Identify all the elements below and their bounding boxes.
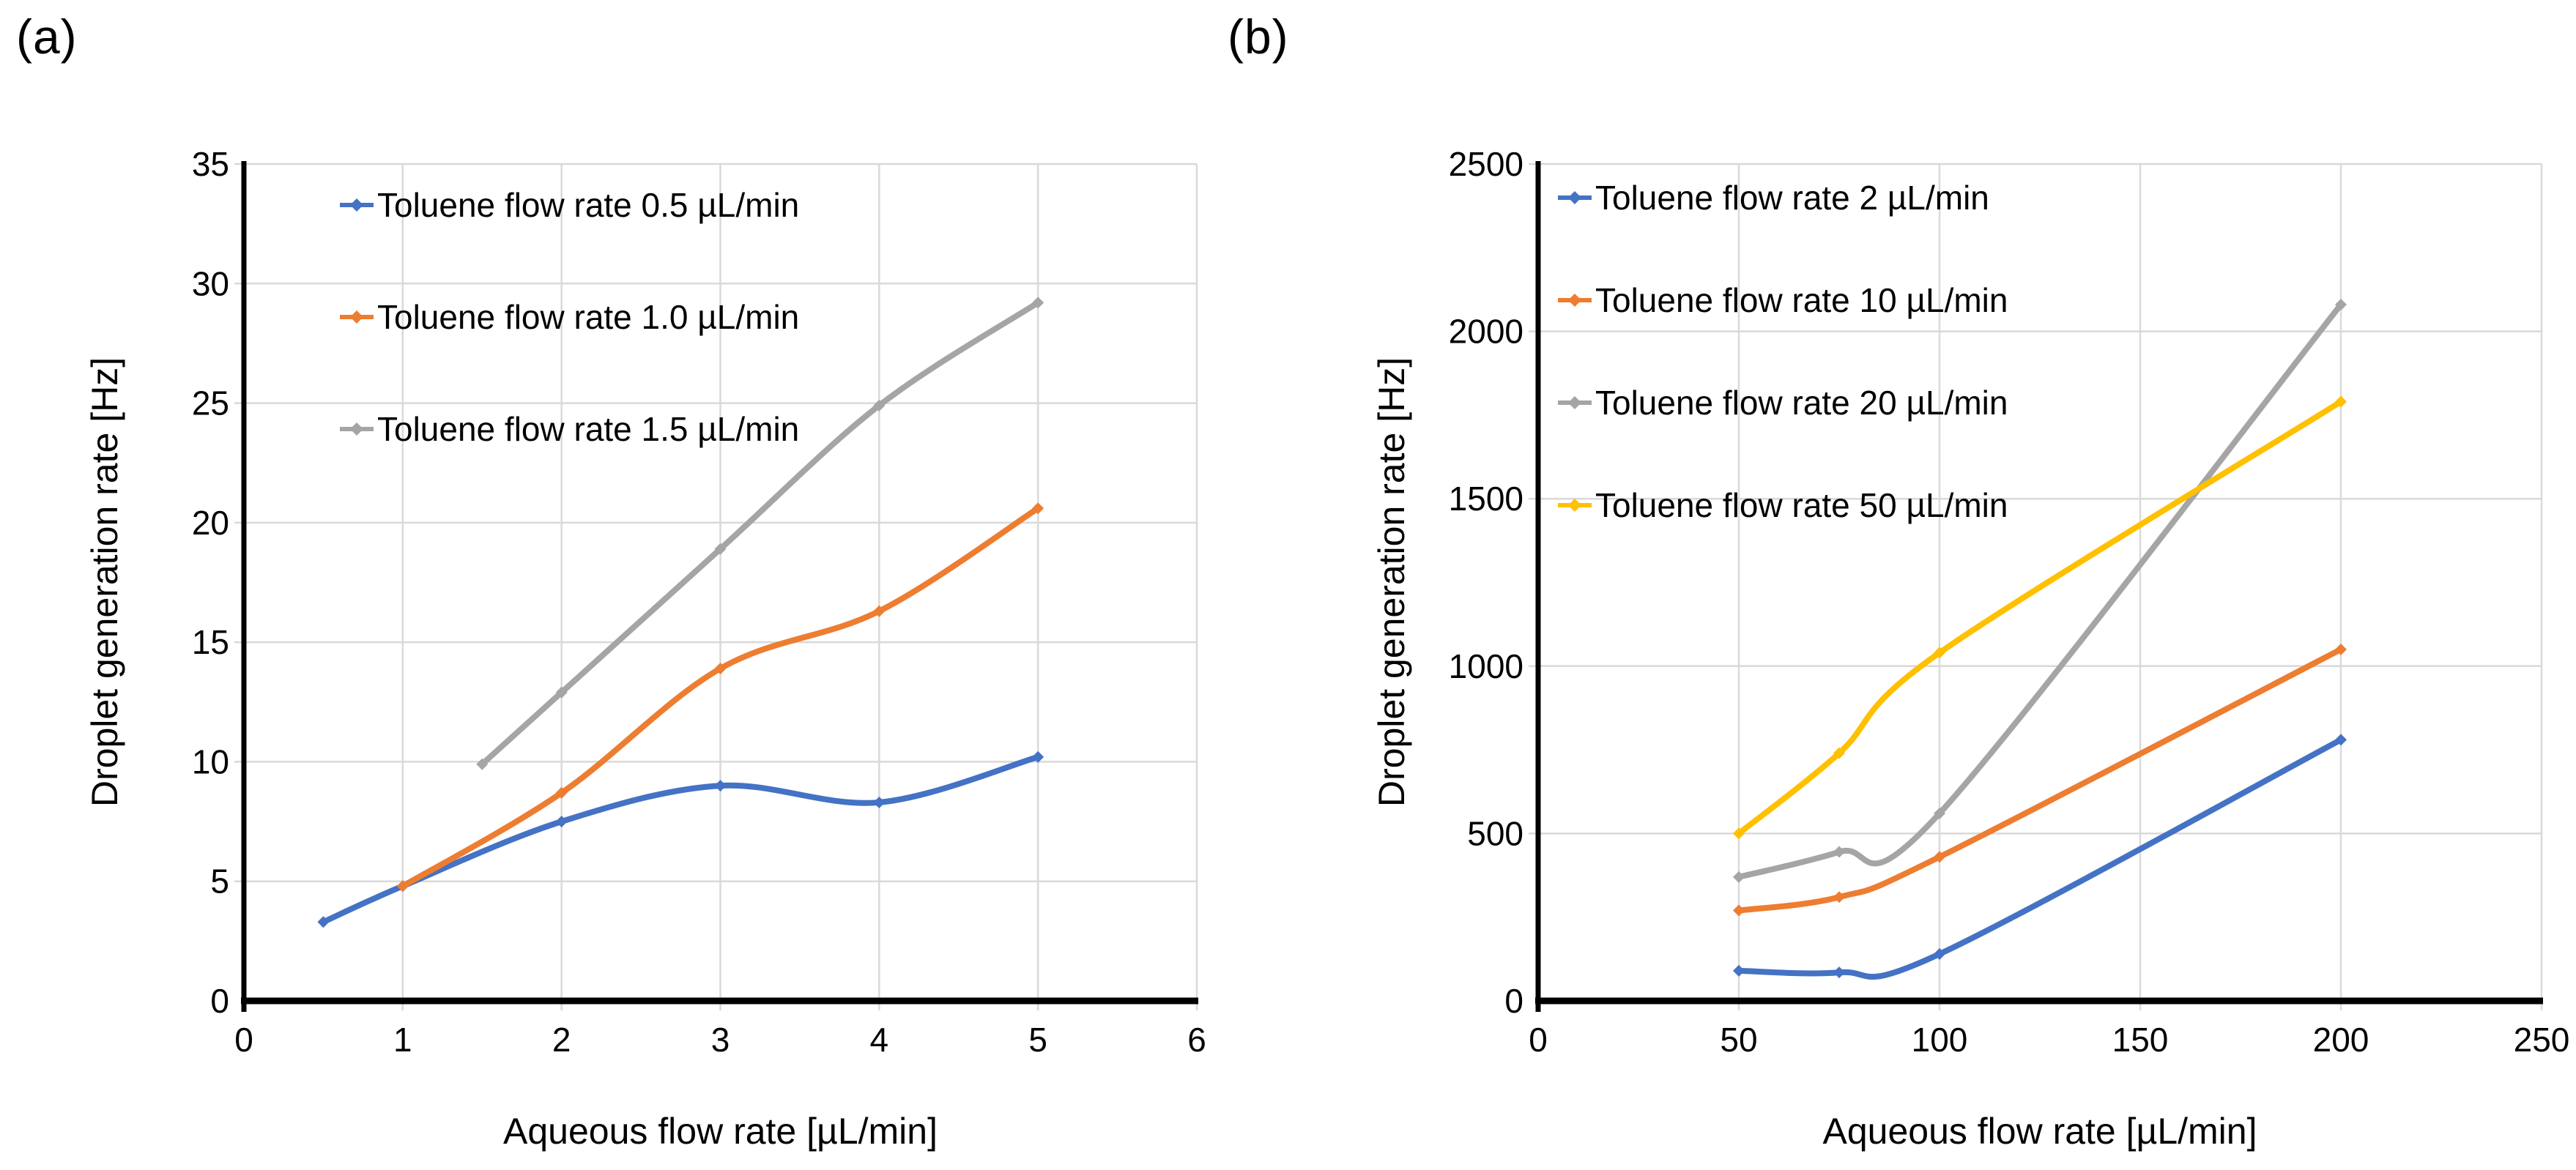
- series-marker: [1733, 827, 1745, 840]
- y-tick-label: 35: [192, 145, 229, 183]
- legend-item-label: Toluene flow rate 1.5 µL/min: [377, 410, 800, 448]
- series-marker: [476, 758, 489, 770]
- y-tick-label: 15: [192, 623, 229, 661]
- y-axis-title-a: Droplet generation rate [Hz]: [84, 357, 125, 808]
- series-marker: [1833, 966, 1845, 979]
- series-marker: [317, 916, 330, 928]
- x-tick-label: 200: [2313, 1021, 2369, 1059]
- series-marker: [1733, 871, 1745, 883]
- y-tick-label: 500: [1467, 814, 1523, 852]
- series-line-3: [1736, 398, 2344, 837]
- series-marker: [2335, 299, 2347, 311]
- series-marker: [873, 399, 886, 411]
- legend-item: Toluene flow rate 50 µL/min: [1557, 488, 2008, 522]
- series-marker: [1032, 297, 1044, 309]
- legend-item: Toluene flow rate 1.0 µL/min: [339, 300, 799, 334]
- series-line-0: [1736, 737, 2344, 980]
- x-tick-label: 6: [1187, 1021, 1206, 1059]
- legend-chart-b: Toluene flow rate 2 µL/min Toluene flow r…: [1557, 181, 2008, 522]
- series-marker: [1733, 964, 1745, 977]
- legend-marker-icon: [340, 310, 374, 324]
- legend-marker-icon: [1558, 499, 1592, 512]
- x-tick-label: 4: [870, 1021, 889, 1059]
- legend-marker-icon: [340, 422, 374, 436]
- x-axis-title-b: Aqueous flow rate [µL/min]: [1822, 1111, 2257, 1152]
- series-marker: [1934, 647, 1945, 659]
- x-tick-label: 150: [2112, 1021, 2169, 1059]
- legend-item-label: Toluene flow rate 2 µL/min: [1595, 179, 1989, 217]
- series-marker: [1032, 502, 1044, 515]
- series-marker: [1733, 904, 1745, 917]
- legend-item: Toluene flow rate 10 µL/min: [1557, 283, 2008, 317]
- x-tick-label: 50: [1720, 1021, 1757, 1059]
- series-marker: [873, 796, 886, 808]
- series-marker: [1833, 846, 1845, 858]
- legend-marker-icon: [1558, 294, 1592, 307]
- series-marker: [555, 786, 568, 799]
- series-marker: [1934, 851, 1945, 863]
- series-marker: [555, 816, 568, 828]
- x-tick-label: 100: [1912, 1021, 1968, 1059]
- x-tick-label: 2: [552, 1021, 571, 1059]
- legend-item-label: Toluene flow rate 20 µL/min: [1595, 384, 2008, 422]
- y-tick-label: 0: [210, 982, 229, 1020]
- panel-a-label: (a): [16, 10, 78, 64]
- x-axis-title-a: Aqueous flow rate [µL/min]: [503, 1111, 938, 1152]
- series-line-2: [479, 299, 1042, 767]
- series-marker: [396, 880, 409, 893]
- series-marker: [1934, 947, 1945, 960]
- x-tick-label: 5: [1028, 1021, 1047, 1059]
- series-marker: [1934, 807, 1945, 819]
- series-marker: [873, 605, 886, 617]
- series-marker: [714, 780, 727, 792]
- y-tick-label: 25: [192, 384, 229, 422]
- legend-item: Toluene flow rate 2 µL/min: [1557, 181, 2008, 215]
- y-tick-label: 5: [210, 862, 229, 901]
- y-tick-label: 1000: [1449, 647, 1523, 685]
- legend-marker-icon: [1558, 396, 1592, 409]
- y-tick-label: 30: [192, 264, 229, 302]
- legend-item: Toluene flow rate 1.5 µL/min: [339, 412, 799, 446]
- legend-marker-icon: [340, 198, 374, 212]
- series-marker: [714, 663, 727, 675]
- y-tick-label: 0: [1504, 982, 1523, 1020]
- series-line-1: [1736, 646, 2344, 914]
- y-axis-title-b: Droplet generation rate [Hz]: [1371, 357, 1412, 808]
- legend-item: Toluene flow rate 0.5 µL/min: [339, 188, 799, 222]
- x-tick-label: 0: [234, 1021, 253, 1059]
- series-marker: [1032, 750, 1044, 763]
- legend-item-label: Toluene flow rate 50 µL/min: [1595, 486, 2008, 524]
- series-marker: [2335, 395, 2347, 408]
- series-marker: [1833, 747, 1845, 759]
- legend-item-label: Toluene flow rate 1.0 µL/min: [377, 298, 800, 336]
- series-line-0: [320, 753, 1042, 925]
- legend-item-label: Toluene flow rate 10 µL/min: [1595, 281, 2008, 319]
- legend-item-label: Toluene flow rate 0.5 µL/min: [377, 186, 800, 224]
- panel-b-label: (b): [1228, 10, 1289, 64]
- y-tick-label: 20: [192, 504, 229, 542]
- series-marker: [555, 686, 568, 698]
- y-tick-label: 10: [192, 742, 229, 780]
- legend-item: Toluene flow rate 20 µL/min: [1557, 386, 2008, 420]
- y-tick-label: 2500: [1449, 145, 1523, 183]
- x-tick-label: 1: [393, 1021, 412, 1059]
- y-tick-label: 1500: [1449, 480, 1523, 518]
- x-tick-label: 250: [2514, 1021, 2570, 1059]
- series-marker: [2335, 643, 2347, 655]
- series-marker: [714, 543, 727, 555]
- legend-marker-icon: [1558, 191, 1592, 204]
- x-tick-label: 3: [711, 1021, 730, 1059]
- y-tick-label: 2000: [1449, 313, 1523, 351]
- series-marker: [2335, 734, 2347, 746]
- x-tick-label: 0: [1529, 1021, 1548, 1059]
- legend-chart-a: Toluene flow rate 0.5 µL/min Toluene flow…: [339, 188, 799, 446]
- series-marker: [1833, 891, 1845, 903]
